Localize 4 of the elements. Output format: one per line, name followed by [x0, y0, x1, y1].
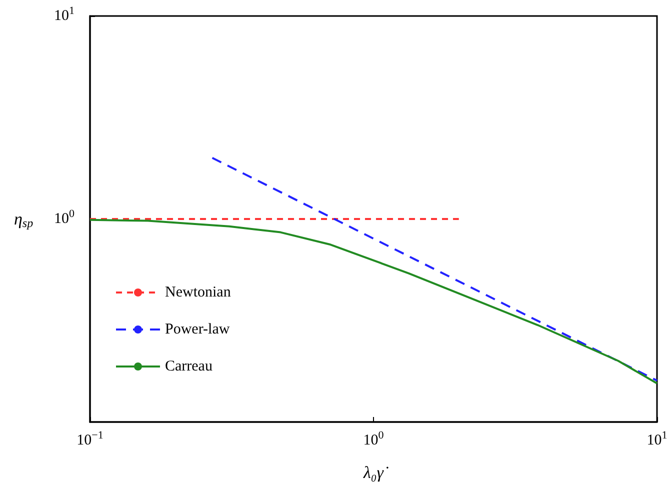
legend-label: Carreau [165, 358, 213, 374]
x-axis-title: λ₀γ̇ [362, 463, 388, 482]
legend-label: Power-law [165, 322, 230, 338]
legend-label: Newtonian [165, 284, 232, 300]
